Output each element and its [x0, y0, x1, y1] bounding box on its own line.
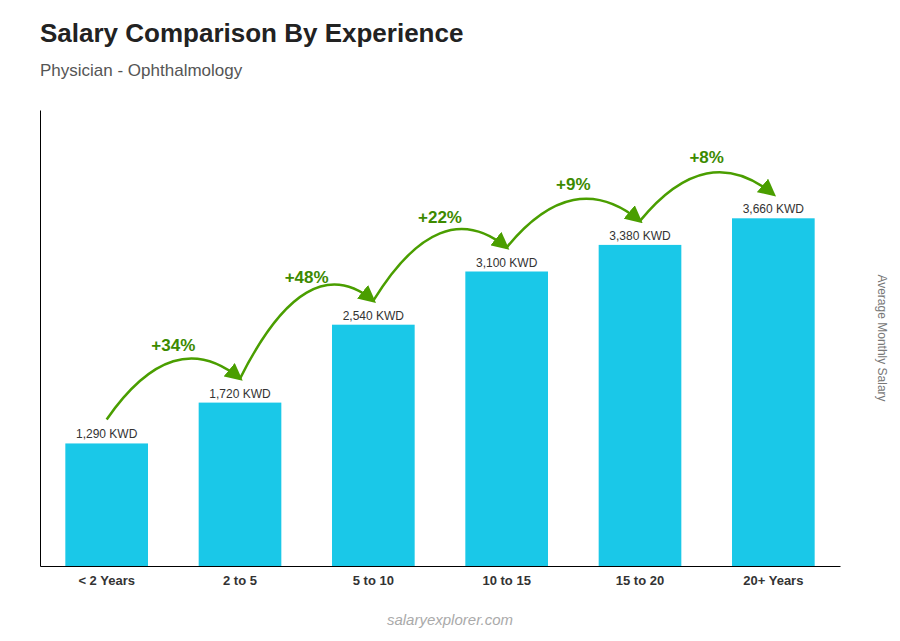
annotation: +48% — [285, 268, 329, 287]
x-tick-label: 15 to 20 — [616, 573, 664, 588]
bar — [732, 218, 815, 566]
y-axis-line — [40, 111, 41, 567]
x-tick: 2 to 5 — [223, 573, 257, 588]
x-axis: < 2 Years 2 to 5 5 to 10 10 to 15 15 to 20 20… — [41, 567, 841, 589]
bar — [199, 403, 282, 566]
data-label: 3,660 KWD — [743, 202, 805, 216]
annotation: +22% — [418, 208, 462, 227]
change-arrow — [107, 359, 240, 420]
change-arrow — [240, 285, 373, 379]
x-tick-label: 20+ Years — [743, 573, 803, 588]
bar — [465, 272, 548, 567]
subtitle: Physician - Ophthalmology — [40, 61, 243, 80]
change-arrow — [640, 172, 773, 221]
chart: Salary Comparison By Experience Physician… — [0, 0, 900, 641]
watermark: salaryexplorer.com — [387, 611, 513, 628]
data-label: 3,100 KWD — [476, 256, 538, 270]
x-tick-label: < 2 Years — [78, 573, 135, 588]
x-tick: 20+ Years — [743, 573, 803, 588]
bar — [599, 245, 682, 566]
annotation: +8% — [689, 148, 724, 167]
title: Salary Comparison By Experience — [40, 18, 463, 48]
change-arrow — [373, 229, 506, 301]
change-arrow — [507, 199, 640, 248]
y-axis-title: Average Monthly Salary — [875, 274, 889, 401]
x-axis-line — [41, 566, 841, 567]
x-tick-label: 5 to 10 — [353, 573, 394, 588]
plot-area: < 2 Years 2 to 5 5 to 10 10 to 15 15 to 20 20… — [41, 111, 841, 589]
data-label: 1,290 KWD — [76, 427, 138, 441]
annotation: +34% — [151, 336, 195, 355]
bar — [65, 443, 148, 566]
x-tick: 10 to 15 — [482, 573, 530, 588]
bar — [332, 325, 415, 566]
x-tick: 15 to 20 — [616, 573, 664, 588]
x-tick-label: 10 to 15 — [482, 573, 530, 588]
x-tick: < 2 Years — [78, 573, 135, 588]
data-labels: 1,290 KWD 1,720 KWD 2,540 KWD 3,100 KWD 3,38… — [76, 202, 804, 441]
bars — [65, 218, 814, 566]
x-tick-label: 2 to 5 — [223, 573, 257, 588]
data-label: 3,380 KWD — [609, 229, 671, 243]
data-label: 2,540 KWD — [343, 309, 405, 323]
x-tick: 5 to 10 — [353, 573, 394, 588]
annotations: +34% +48% +22% +9% +8% — [107, 148, 774, 419]
y-axis — [40, 111, 41, 567]
annotation: +9% — [556, 175, 591, 194]
data-label: 1,720 KWD — [209, 387, 271, 401]
